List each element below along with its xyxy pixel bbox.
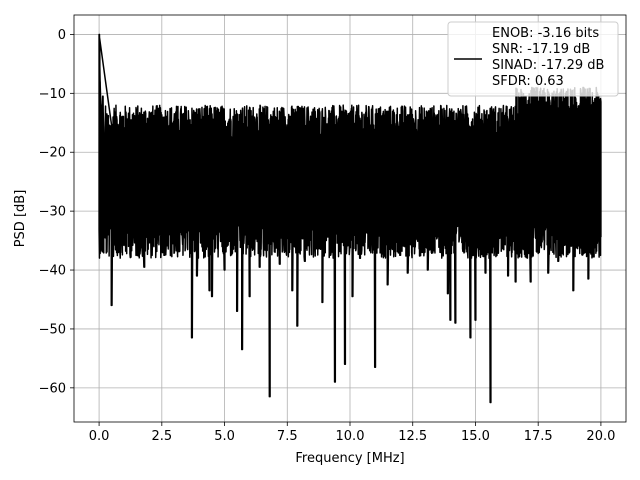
x-tick-label: 20.0 xyxy=(586,429,615,444)
y-tick-label: −40 xyxy=(39,264,66,279)
y-tick-label: −30 xyxy=(39,205,66,220)
x-tick-label: 0.0 xyxy=(89,429,110,444)
plot-area xyxy=(98,33,602,404)
psd-series-line xyxy=(98,33,602,404)
legend-sinad-text: SINAD: -17.29 dB xyxy=(492,58,604,73)
legend-enob-text: ENOB: -3.16 bits xyxy=(492,26,599,41)
x-tick-label: 10.0 xyxy=(336,429,365,444)
x-tick-label: 5.0 xyxy=(214,429,235,444)
legend-sfdr-text: SFDR: 0.63 xyxy=(492,74,564,89)
y-axis-ticks: 0 −10 −20 −30 −40 −50 −60 xyxy=(39,28,74,396)
x-axis-label: Frequency [MHz] xyxy=(295,451,404,466)
y-axis-label: PSD [dB] xyxy=(13,190,28,248)
y-tick-label: −50 xyxy=(39,322,66,337)
legend-snr-text: SNR: -17.19 dB xyxy=(492,42,590,57)
y-tick-label: −10 xyxy=(39,87,66,102)
x-tick-label: 7.5 xyxy=(277,429,298,444)
legend-box xyxy=(447,21,619,97)
x-tick-label: 2.5 xyxy=(151,429,172,444)
y-tick-label: 0 xyxy=(58,28,66,43)
x-tick-label: 17.5 xyxy=(524,429,553,444)
y-tick-label: −60 xyxy=(39,381,66,396)
x-axis-ticks: 0.0 2.5 5.0 7.5 10.0 12.5 15.0 17.5 20.0 xyxy=(89,422,615,444)
legend: ENOB: -3.16 bits SNR: -17.19 dB SINAD: -… xyxy=(447,21,619,97)
x-tick-label: 15.0 xyxy=(461,429,490,444)
y-tick-label: −20 xyxy=(39,146,66,161)
x-tick-label: 12.5 xyxy=(398,429,427,444)
